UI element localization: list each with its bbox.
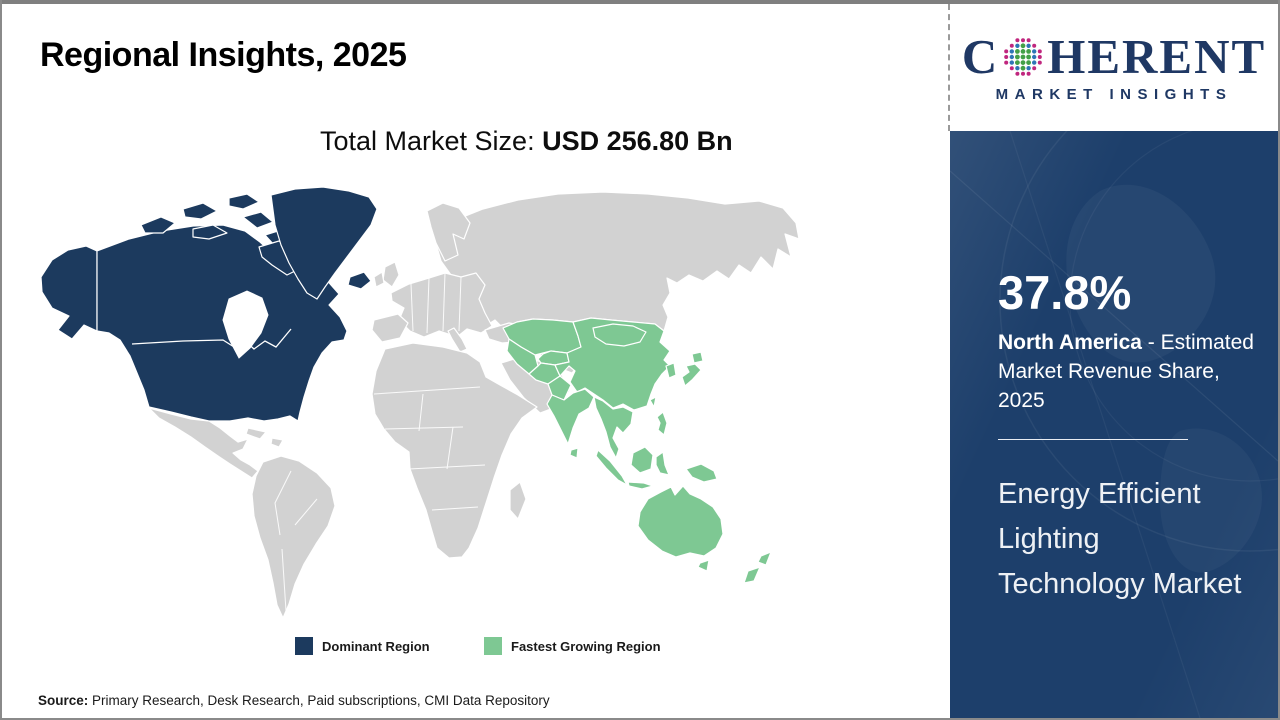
sidebar-globe-watermark [950,131,1278,718]
slide-border-left [0,0,2,720]
legend-label-dominant: Dominant Region [322,638,430,654]
legend-swatch-dominant [295,637,313,655]
source-text: Primary Research, Desk Research, Paid su… [88,693,550,708]
sidebar-divider [998,439,1188,440]
world-map [33,181,833,621]
legend-item-growing: Fastest Growing Region [484,636,661,656]
source-label: Source: [38,693,89,708]
map-region-north-america [40,186,378,422]
logo-zone: C [948,4,1278,131]
source-line: Source: Primary Research, Desk Research,… [38,693,550,708]
share-value: 37.8% [998,266,1132,319]
coherent-logo: C [962,32,1266,103]
logo-subtitle: MARKET INSIGHTS [995,86,1233,103]
logo-dots-icon [1004,37,1043,76]
sidebar-sheen [950,131,1278,718]
map-hudson-bay [222,290,269,359]
slide-border-top [0,0,1280,4]
legend-item-dominant: Dominant Region [295,636,430,656]
share-rest: - Estimated Market Revenue Share, 2025 [998,331,1254,412]
map-country-borders [274,272,486,612]
map-region-asia-pacific [502,317,772,584]
map-us-canada-border [131,328,292,350]
sidebar: 37.8% North America - Estimated Market R… [950,131,1278,718]
slide-border-right [1278,0,1280,720]
total-market-size-label: Total Market Size: [320,126,543,156]
page-title: Regional Insights, 2025 [40,36,407,74]
legend-label-growing: Fastest Growing Region [511,638,661,654]
total-market-size: Total Market Size: USD 256.80 Bn [320,126,733,157]
share-description: North America - Estimated Market Revenue… [998,328,1260,415]
logo-word-herent: HERENT [1047,29,1267,84]
share-region: North America [998,331,1142,354]
market-name: Energy Efficient Lighting Technology Mar… [998,478,1242,600]
world-map-svg [40,186,800,619]
logo-letter-c: C [961,29,1000,84]
slide-border-bottom [0,718,1280,720]
legend-swatch-growing [484,637,502,655]
total-market-size-value: USD 256.80 Bn [542,126,733,156]
